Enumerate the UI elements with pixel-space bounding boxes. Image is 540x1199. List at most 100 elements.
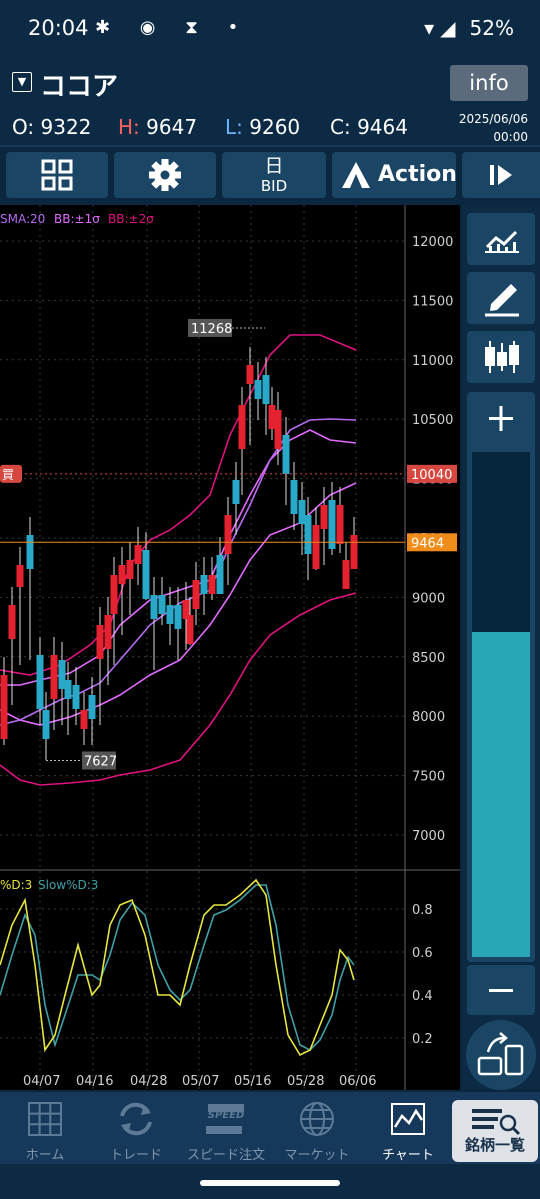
chart-canvas[interactable]: 1200011500110001050010000950090008500800… <box>0 205 460 1090</box>
gesture-bar[interactable] <box>200 1180 340 1186</box>
nav-home[interactable]: ホーム <box>10 1092 80 1164</box>
osc-d-line <box>0 878 355 1057</box>
chart-type-button[interactable] <box>467 331 535 383</box>
nav-speed-order[interactable]: SPEED スピード注文 <box>180 1092 272 1164</box>
candle-body <box>192 580 200 609</box>
time-text: 00:00 <box>493 130 528 144</box>
candle-body <box>182 600 190 619</box>
candle-body <box>166 605 174 624</box>
settings-button[interactable] <box>114 152 216 198</box>
rotate-screen-button[interactable] <box>466 1020 536 1090</box>
status-time: 20:04 <box>28 16 89 40</box>
bottom-nav: ホーム トレード SPEED スピード注文 マーケット チャート 銘柄一覧 <box>0 1092 540 1164</box>
osc-slow-line <box>0 884 355 1051</box>
candle-body <box>104 615 112 649</box>
current-price-box <box>407 533 457 552</box>
candle-body <box>216 555 224 594</box>
action-label: Action <box>378 162 457 187</box>
pencil-icon <box>485 284 519 317</box>
price-chart[interactable]: 1200011500110001050010000950090008500800… <box>0 205 460 1090</box>
action-button[interactable]: Action <box>332 152 457 198</box>
bb-lower-2 <box>0 592 357 786</box>
instrument-dropdown-icon[interactable]: ▼ <box>12 72 32 92</box>
draw-button[interactable] <box>467 272 535 324</box>
trade-arrows-icon <box>120 1102 152 1136</box>
low-value: L: 9260 <box>225 115 301 139</box>
grid-icon <box>41 159 73 191</box>
osc-tick-label: 0.8 <box>412 903 433 918</box>
nav-market-label: マーケット <box>284 1148 350 1163</box>
candle-body <box>142 550 150 599</box>
x-tick-label: 04/16 <box>76 1074 113 1089</box>
candle-body <box>72 685 80 709</box>
candle-body <box>246 365 254 384</box>
candle-body <box>126 560 134 579</box>
zoom-control <box>467 392 535 962</box>
candle-body <box>238 405 246 449</box>
candle-body <box>208 575 216 594</box>
current-price-label: 9464 <box>411 536 444 551</box>
y-tick-label: 8500 <box>412 651 445 666</box>
bb-upper-2 <box>0 334 357 676</box>
open-value: O: 9322 <box>12 115 92 139</box>
low-marker-label: 7627 <box>84 755 117 770</box>
chart-sidebar <box>462 205 540 1090</box>
nav-brand-list[interactable]: 銘柄一覧 <box>452 1100 538 1162</box>
nav-trade[interactable]: トレード <box>96 1092 176 1164</box>
line-chart-icon <box>485 230 519 253</box>
candle-body <box>312 525 320 569</box>
legend-bb2: BB:±2σ <box>108 212 154 226</box>
home-grid-icon <box>28 1102 62 1136</box>
candle-body <box>16 565 24 587</box>
candle-body <box>320 505 328 529</box>
candle-body <box>80 710 88 729</box>
period-label: 日 <box>264 155 284 177</box>
x-tick-label: 06/06 <box>339 1074 376 1089</box>
status-right: ▾◢ 52% <box>424 16 514 40</box>
candle-body <box>118 565 126 584</box>
chart-icon <box>391 1103 425 1135</box>
x-tick-label: 05/28 <box>287 1074 324 1089</box>
layout-button[interactable] <box>6 152 108 198</box>
y-tick-label: 9000 <box>412 591 445 606</box>
candle-body <box>174 605 182 629</box>
y-tick-label: 11500 <box>412 294 453 309</box>
zoom-out-button[interactable] <box>467 965 535 1015</box>
candle-body <box>42 710 50 739</box>
list-search-icon <box>472 1109 521 1136</box>
candle-body <box>200 575 208 594</box>
nav-market[interactable]: マーケット <box>276 1092 358 1164</box>
zoom-slider[interactable] <box>472 632 530 957</box>
candle-body <box>96 625 104 659</box>
info-button[interactable]: info <box>450 65 528 101</box>
buy-label: 買 <box>2 468 14 482</box>
nav-home-label: ホーム <box>25 1148 65 1163</box>
gear-icon <box>149 159 181 191</box>
candle-body <box>268 405 276 429</box>
nav-chart[interactable]: チャート <box>372 1092 444 1164</box>
plus-icon[interactable] <box>467 392 535 446</box>
speed-icon-text: SPEED <box>207 1110 245 1121</box>
low-marker-box <box>82 751 116 770</box>
timestamp: 2025/06/06 00:00 <box>459 110 528 146</box>
candle-body <box>298 500 306 524</box>
status-bar: 20:04 ✱ ◉ ⧗ • ▾◢ 52% <box>0 0 540 60</box>
buy-price-label: 10040 <box>411 468 452 483</box>
candle-body <box>110 575 118 614</box>
candle-body <box>58 660 66 689</box>
candle-body <box>88 695 96 719</box>
period-button[interactable]: 日 BID <box>222 152 326 198</box>
candle-body <box>50 655 58 699</box>
candle-body <box>254 380 262 399</box>
minus-icon <box>489 989 513 992</box>
candle-body <box>134 545 142 564</box>
x-tick-label: 04/07 <box>23 1074 60 1089</box>
header-divider <box>0 145 540 147</box>
play-button[interactable] <box>462 152 540 198</box>
close-value: C: 9464 <box>330 115 408 139</box>
candle-body <box>158 595 166 614</box>
indicator-button[interactable] <box>467 213 535 265</box>
play-icon <box>490 165 512 185</box>
instrument-title[interactable]: ココア <box>40 72 119 102</box>
osc-tick-label: 0.2 <box>412 1032 433 1047</box>
